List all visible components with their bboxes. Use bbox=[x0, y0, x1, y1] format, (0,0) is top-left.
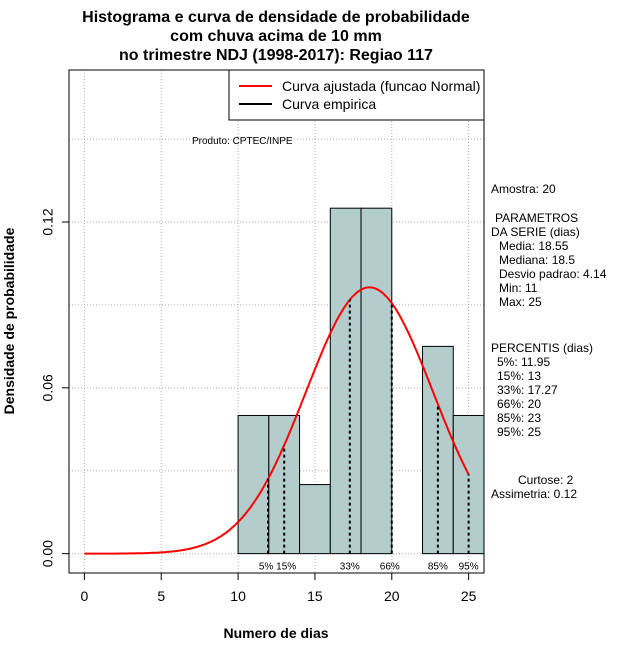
percentile-label: 66% bbox=[380, 562, 400, 573]
percentile-33: 33%: 17.27 bbox=[497, 383, 558, 397]
chart-title-line-2: com chuva acima de 10 mm bbox=[170, 28, 382, 45]
percentile-label: 85% bbox=[428, 562, 448, 573]
percentile-15: 15%: 13 bbox=[497, 369, 541, 383]
x-axis-title: Numero de dias bbox=[223, 625, 328, 641]
x-tick-label: 5 bbox=[157, 588, 165, 604]
params-header-1: PARAMETROS bbox=[495, 211, 578, 225]
y-tick-label: 0.12 bbox=[40, 208, 56, 235]
x-axis: 0 5 10 15 20 25 bbox=[80, 573, 477, 604]
kurtosis: Curtose: 2 bbox=[518, 473, 574, 487]
y-axis: 0.00 0.06 0.12 bbox=[40, 208, 69, 567]
legend: Curva ajustada (funcao Normal) Curva emp… bbox=[228, 69, 485, 121]
param-mean: Media: 18.55 bbox=[499, 239, 569, 253]
param-min: Min: 11 bbox=[499, 281, 538, 295]
grid-lines bbox=[69, 70, 484, 573]
percentile-5: 5%: 11.95 bbox=[497, 355, 550, 369]
legend-label-empirical: Curva empirica bbox=[282, 96, 376, 112]
normal-curve bbox=[84, 286, 470, 555]
y-axis-title: Densidade de probabilidade bbox=[1, 227, 17, 414]
percentile-label: 5% bbox=[259, 562, 274, 573]
product-annotation: Produto: CPTEC/INPE bbox=[192, 136, 293, 147]
percentile-label: 95% bbox=[459, 562, 479, 573]
x-tick-label: 20 bbox=[384, 588, 400, 604]
stats-panel: Amostra: 20 PARAMETROS DA SERIE (dias) M… bbox=[491, 182, 607, 501]
percentile-85: 85%: 23 bbox=[497, 411, 541, 425]
x-tick-label: 15 bbox=[307, 588, 323, 604]
histogram-bars bbox=[237, 207, 485, 555]
chart-title-line-3: no trimestre NDJ (1998-2017): Regiao 117 bbox=[119, 47, 433, 64]
histogram-bar bbox=[360, 207, 393, 555]
percentile-95: 95%: 25 bbox=[497, 425, 541, 439]
x-tick-label: 25 bbox=[461, 588, 477, 604]
legend-label-fitted: Curva ajustada (funcao Normal) bbox=[282, 78, 480, 94]
percentiles-header: PERCENTIS (dias) bbox=[491, 341, 593, 355]
chart-title-line-1: Histograma e curva de densidade de proba… bbox=[82, 9, 470, 26]
param-stddev: Desvio padrao: 4.14 bbox=[499, 267, 607, 281]
y-tick-label: 0.06 bbox=[40, 374, 56, 401]
sample-size: Amostra: 20 bbox=[491, 182, 556, 196]
percentile-label: 33% bbox=[340, 562, 360, 573]
histogram-bar bbox=[452, 414, 485, 555]
x-tick-label: 0 bbox=[80, 588, 88, 604]
legend-box bbox=[228, 69, 485, 121]
params-header-2: DA SERIE (dias) bbox=[491, 225, 580, 239]
param-max: Max: 25 bbox=[499, 295, 542, 309]
percentile-lines: 5% 15% 33% 66% 85% 95% bbox=[259, 299, 479, 573]
param-median: Mediana: 18.5 bbox=[499, 253, 575, 267]
y-tick-label: 0.00 bbox=[40, 540, 56, 567]
skewness: Assimetria: 0.12 bbox=[491, 487, 577, 501]
histogram-bar bbox=[299, 484, 331, 555]
x-tick-label: 10 bbox=[230, 588, 246, 604]
percentile-label: 15% bbox=[276, 562, 296, 573]
histogram-bar bbox=[237, 414, 270, 555]
histogram-bar bbox=[329, 207, 362, 555]
percentile-66: 66%: 20 bbox=[497, 397, 541, 411]
